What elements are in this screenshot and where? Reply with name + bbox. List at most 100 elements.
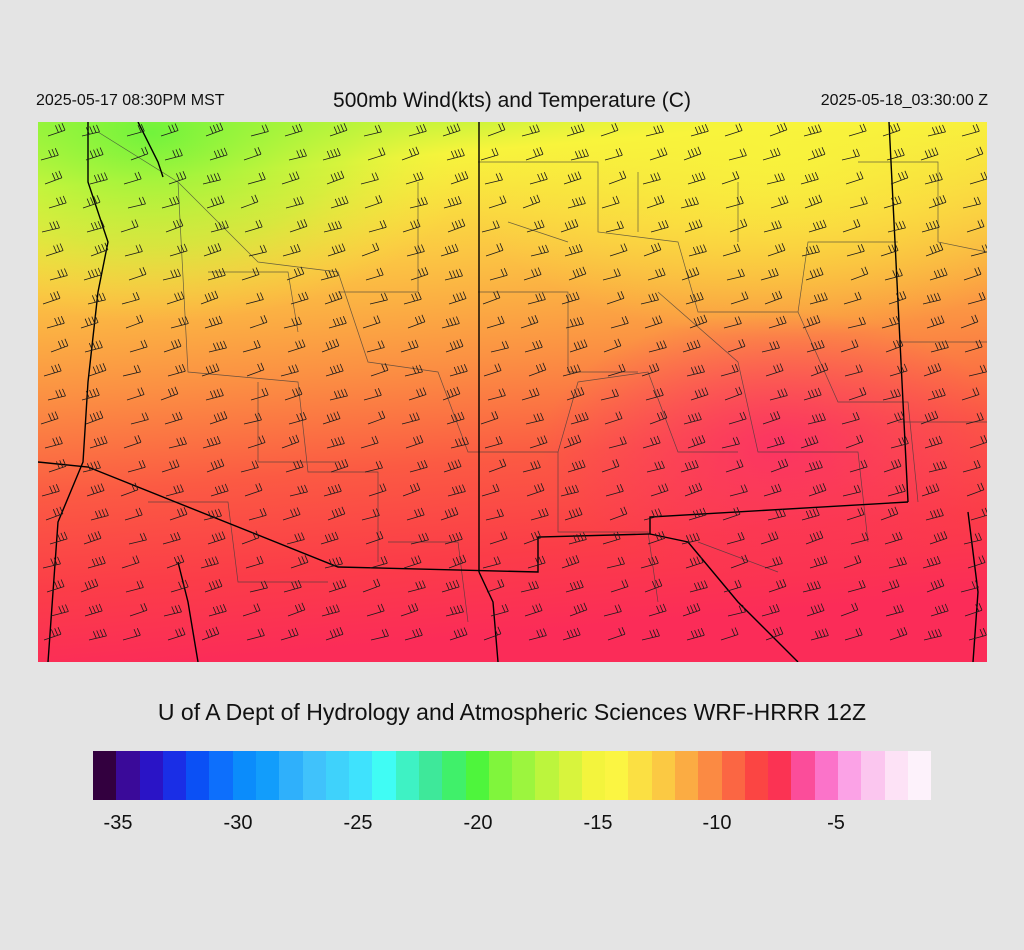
wind-barb — [408, 124, 427, 137]
wind-barb — [486, 579, 505, 593]
wind-barb — [927, 124, 946, 137]
wind-barb — [601, 459, 620, 473]
colorbar-segment — [558, 751, 582, 800]
wind-barb — [324, 291, 343, 305]
wind-barb — [207, 268, 226, 281]
colorbar-ticks: -35 -30 -25 -20 -15 -10 -5 — [0, 812, 1024, 842]
wind-barb — [884, 268, 903, 281]
wind-barb — [526, 219, 545, 233]
wind-barb — [969, 435, 987, 449]
wind-barb — [281, 434, 300, 449]
southern-border — [38, 461, 909, 573]
wind-barb — [323, 220, 342, 233]
wind-barb — [642, 435, 661, 449]
wind-barb — [330, 195, 349, 209]
wind-barb — [609, 506, 628, 521]
wind-barb — [530, 508, 549, 521]
wind-barb — [489, 531, 508, 545]
wind-barb — [329, 388, 348, 401]
wind-barb — [286, 266, 305, 281]
wind-barb — [721, 171, 740, 185]
wind-barb — [201, 363, 220, 377]
wind-barb — [682, 603, 701, 617]
wind-barb — [168, 171, 187, 185]
wind-barb — [210, 483, 229, 497]
wind-barb — [200, 556, 219, 569]
wind-barb — [481, 220, 500, 233]
wind-barb — [602, 531, 621, 545]
colorbar-segment — [232, 751, 256, 800]
wind-barb — [400, 339, 419, 353]
wind-barb — [282, 507, 301, 521]
wind-barb — [488, 458, 507, 473]
wind-barb — [960, 314, 979, 329]
wind-barb — [929, 531, 948, 545]
wind-barb — [406, 244, 425, 257]
wind-barb — [50, 338, 69, 353]
wind-barb — [526, 483, 545, 497]
wind-barb — [162, 268, 181, 281]
colorbar-segment — [162, 751, 187, 800]
wind-barb — [89, 172, 108, 185]
wind-barb — [483, 363, 502, 377]
northwest-border — [137, 122, 164, 178]
wind-barb — [450, 436, 469, 449]
wind-barb — [362, 578, 381, 593]
wind-barb — [886, 148, 905, 161]
wind-barb — [206, 195, 225, 209]
wind-barb — [209, 147, 228, 161]
wind-barb — [804, 460, 823, 473]
wind-barb — [120, 219, 139, 233]
wind-barb — [645, 388, 664, 401]
wind-barb — [766, 436, 785, 449]
wind-barb — [764, 556, 783, 569]
wind-barb — [840, 339, 859, 353]
wind-barb — [368, 220, 387, 233]
valid-time-label: 2025-05-18_03:30:00 Z — [820, 92, 988, 109]
wind-barbs — [40, 122, 987, 641]
wind-barb — [322, 148, 341, 161]
wind-barb — [81, 124, 100, 137]
wind-barb — [122, 364, 141, 377]
wind-barb — [681, 532, 700, 545]
wind-barb — [47, 388, 66, 401]
wind-barb — [760, 531, 779, 545]
wind-barb — [808, 483, 827, 497]
wind-barb — [410, 532, 429, 545]
wind-barb — [927, 388, 946, 401]
wind-barb — [522, 460, 541, 473]
wind-barb — [688, 507, 707, 521]
wind-barb — [649, 410, 668, 425]
wind-barb — [40, 411, 59, 425]
wind-barb — [643, 242, 662, 257]
wind-barb — [720, 364, 739, 377]
colorbar-tick-label: -10 — [702, 812, 732, 834]
wind-barb — [443, 459, 462, 473]
wind-barb — [605, 484, 624, 497]
wind-barb — [482, 290, 501, 305]
wind-barb — [80, 578, 99, 593]
wind-barb — [123, 435, 142, 449]
colorbar-segment — [768, 751, 792, 800]
colorbar-segment — [395, 751, 419, 800]
wind-barb — [842, 484, 861, 497]
wind-barb — [447, 484, 466, 497]
wind-barb — [243, 147, 262, 161]
wind-barb — [680, 196, 699, 209]
wind-barb — [761, 604, 780, 617]
wind-barb — [803, 387, 822, 401]
wind-barb — [46, 316, 65, 329]
wind-barb — [282, 244, 301, 257]
wind-barb — [880, 506, 899, 521]
wind-barb — [722, 507, 741, 521]
wind-barb — [328, 579, 347, 593]
wind-barb — [204, 579, 223, 593]
wind-barb — [209, 411, 228, 425]
wind-barb — [164, 148, 183, 161]
wind-barb — [401, 412, 420, 425]
wind-barb — [567, 459, 586, 473]
wind-barb — [322, 411, 341, 425]
colorbar-segment — [884, 751, 908, 800]
wind-barb — [364, 460, 383, 473]
wind-barb — [640, 292, 659, 305]
